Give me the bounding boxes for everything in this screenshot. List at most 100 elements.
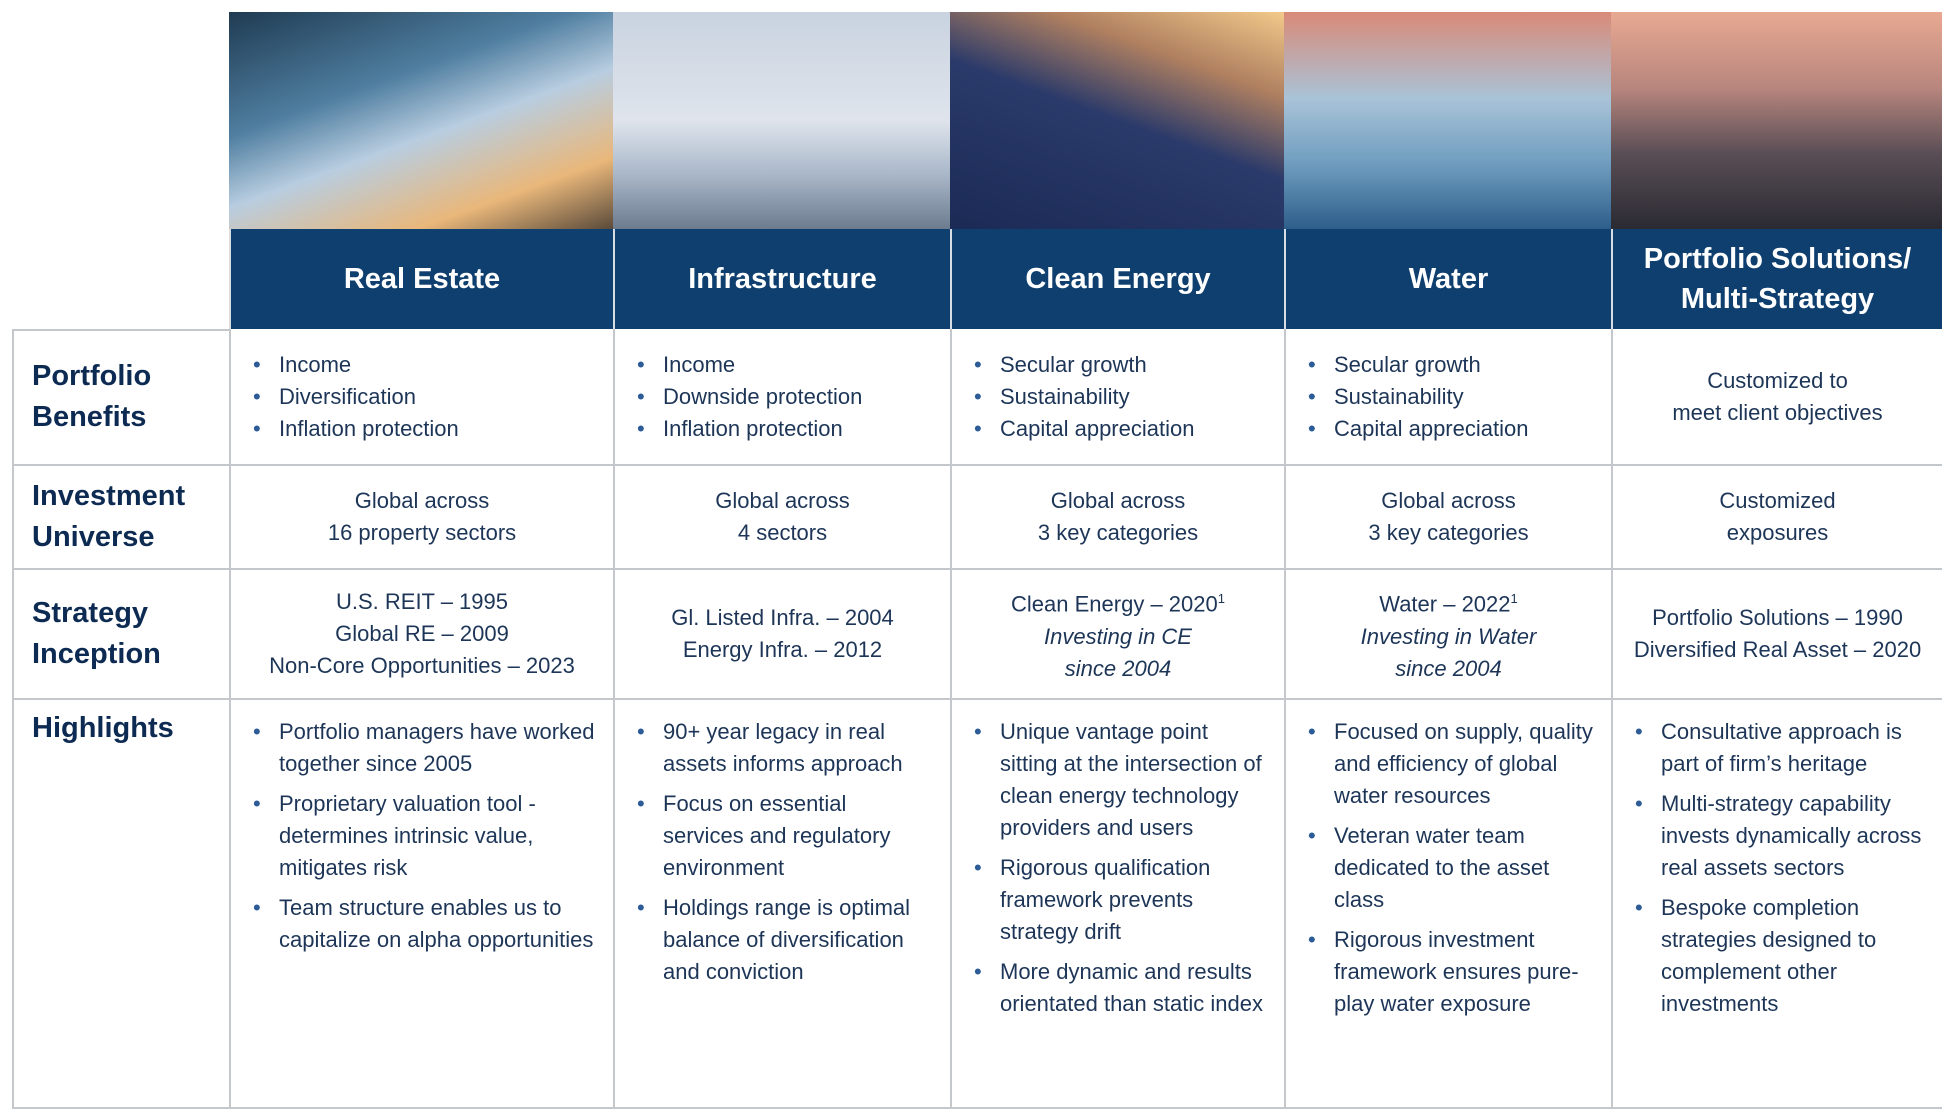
benefit: Sustainability xyxy=(1308,381,1593,413)
universe-line: 4 sectors xyxy=(738,517,827,549)
row-label: Portfolio Benefits xyxy=(12,329,229,466)
inception-text: Water – 2022 xyxy=(1379,592,1510,617)
benefit: Diversification xyxy=(253,381,595,413)
bullet-list: Consultative approach is part of firm’s … xyxy=(1613,716,1942,1028)
inception-line: Diversified Real Asset – 2020 xyxy=(1634,634,1921,666)
benefit: Secular growth xyxy=(974,349,1266,381)
column-header: Portfolio Solutions/ Multi-Strategy xyxy=(1611,229,1942,329)
bullet-list: 90+ year legacy in real assets informs a… xyxy=(615,716,950,996)
universe-line: Global across xyxy=(1381,485,1516,517)
universe-line: Global across xyxy=(355,485,490,517)
footnote-ref: 1 xyxy=(1218,591,1225,606)
bullet-list: IncomeDiversificationInflation protectio… xyxy=(231,349,613,445)
inception-text: Global RE – 2009 xyxy=(335,621,509,646)
column-header: Water xyxy=(1284,229,1611,329)
highlight: Consultative approach is part of firm’s … xyxy=(1635,716,1924,780)
inception-text: Gl. Listed Infra. – 2004 xyxy=(671,605,894,630)
column-header: Infrastructure xyxy=(613,229,950,329)
highlight: Focused on supply, quality and efficienc… xyxy=(1308,716,1593,812)
benefit: Income xyxy=(637,349,932,381)
universe-line: Global across xyxy=(1051,485,1186,517)
image-water xyxy=(1284,12,1611,229)
inception-text: U.S. REIT – 1995 xyxy=(336,589,508,614)
inception-italic: since 2004 xyxy=(1395,653,1501,685)
bullet-list: Secular growthSustainabilityCapital appr… xyxy=(1286,349,1611,445)
benefit: Income xyxy=(253,349,595,381)
inception-line: Non-Core Opportunities – 2023 xyxy=(269,650,575,682)
benefits-cell: IncomeDownside protectionInflation prote… xyxy=(613,329,950,466)
highlight: Bespoke completion strategies designed t… xyxy=(1635,892,1924,1020)
benefit: Capital appreciation xyxy=(974,413,1266,445)
column-header: Clean Energy xyxy=(950,229,1284,329)
image-real-estate xyxy=(229,12,613,229)
universe-line: Customized xyxy=(1719,485,1835,517)
benefit: Inflation protection xyxy=(253,413,595,445)
image-bridge xyxy=(613,12,950,229)
highlight: More dynamic and results orientated than… xyxy=(974,956,1266,1020)
highlight: 90+ year legacy in real assets informs a… xyxy=(637,716,932,780)
highlights-cell: Focused on supply, quality and efficienc… xyxy=(1284,700,1611,1109)
bullet-list: Focused on supply, quality and efficienc… xyxy=(1286,716,1611,1028)
table-top-border xyxy=(12,329,229,331)
inception-text: Non-Core Opportunities – 2023 xyxy=(269,653,575,678)
image-stones xyxy=(1611,12,1942,229)
bullet-list: Secular growthSustainabilityCapital appr… xyxy=(952,349,1284,445)
column-header: Real Estate xyxy=(229,229,613,329)
universe-line: Global across xyxy=(715,485,850,517)
benefit: Capital appreciation xyxy=(1308,413,1593,445)
inception-text: Portfolio Solutions – 1990 xyxy=(1652,605,1903,630)
inception-italic: Investing in CE xyxy=(1044,621,1192,653)
highlight: Rigorous qualification framework prevent… xyxy=(974,852,1266,948)
highlight: Portfolio managers have worked together … xyxy=(253,716,595,780)
universe-line: 3 key categories xyxy=(1038,517,1198,549)
footnote-ref: 1 xyxy=(1511,591,1518,606)
inception-line: Gl. Listed Infra. – 2004 xyxy=(671,602,894,634)
highlight: Veteran water team dedicated to the asse… xyxy=(1308,820,1593,916)
benefits-cell: Secular growthSustainabilityCapital appr… xyxy=(950,329,1284,466)
highlight: Multi-strategy capability invests dynami… xyxy=(1635,788,1924,884)
benefit: Secular growth xyxy=(1308,349,1593,381)
image-solar xyxy=(950,12,1284,229)
highlight: Rigorous investment framework ensures pu… xyxy=(1308,924,1593,1020)
inception-cell: Gl. Listed Infra. – 2004 Energy Infra. – … xyxy=(613,570,950,700)
highlight: Focus on essential services and regulato… xyxy=(637,788,932,884)
row-label: Strategy Inception xyxy=(12,570,229,700)
highlight: Holdings range is optimal balance of div… xyxy=(637,892,932,988)
inception-line: Portfolio Solutions – 1990 xyxy=(1652,602,1903,634)
row-label: Highlights xyxy=(12,700,229,1109)
highlights-cell: Consultative approach is part of firm’s … xyxy=(1611,700,1942,1109)
inception-line: U.S. REIT – 1995 xyxy=(336,586,508,618)
inception-cell: U.S. REIT – 1995 Global RE – 2009 Non-Core… xyxy=(229,570,613,700)
inception-italic: Investing in Water xyxy=(1361,621,1537,653)
highlights-cell: 90+ year legacy in real assets informs a… xyxy=(613,700,950,1109)
inception-text: Clean Energy – 2020 xyxy=(1011,592,1218,617)
benefit: Sustainability xyxy=(974,381,1266,413)
benefit: Downside protection xyxy=(637,381,932,413)
inception-cell: Portfolio Solutions – 1990 Diversified Re… xyxy=(1611,570,1942,700)
benefit: Inflation protection xyxy=(637,413,932,445)
universe-line: exposures xyxy=(1727,517,1829,549)
inception-line: Global RE – 2009 xyxy=(335,618,509,650)
bullet-list: Portfolio managers have worked together … xyxy=(231,716,613,964)
highlights-cell: Unique vantage point sitting at the inte… xyxy=(950,700,1284,1109)
benefit-text: Customized to xyxy=(1707,365,1848,397)
benefits-cell: IncomeDiversificationInflation protectio… xyxy=(229,329,613,466)
inception-italic: since 2004 xyxy=(1065,653,1171,685)
page: Portfolio BenefitsInvestment UniverseStr… xyxy=(0,0,1942,1109)
universe-line: 3 key categories xyxy=(1368,517,1528,549)
bullet-list: IncomeDownside protectionInflation prote… xyxy=(615,349,950,445)
benefit-text: meet client objectives xyxy=(1672,397,1882,429)
universe-line: 16 property sectors xyxy=(328,517,516,549)
benefits-cell: Secular growthSustainabilityCapital appr… xyxy=(1284,329,1611,466)
row-label: Investment Universe xyxy=(12,466,229,570)
inception-text: Diversified Real Asset – 2020 xyxy=(1634,637,1921,662)
inception-line: Water – 20221 xyxy=(1379,583,1518,620)
inception-line: Energy Infra. – 2012 xyxy=(683,634,882,666)
highlight: Proprietary valuation tool - determines … xyxy=(253,788,595,884)
highlight: Unique vantage point sitting at the inte… xyxy=(974,716,1266,844)
